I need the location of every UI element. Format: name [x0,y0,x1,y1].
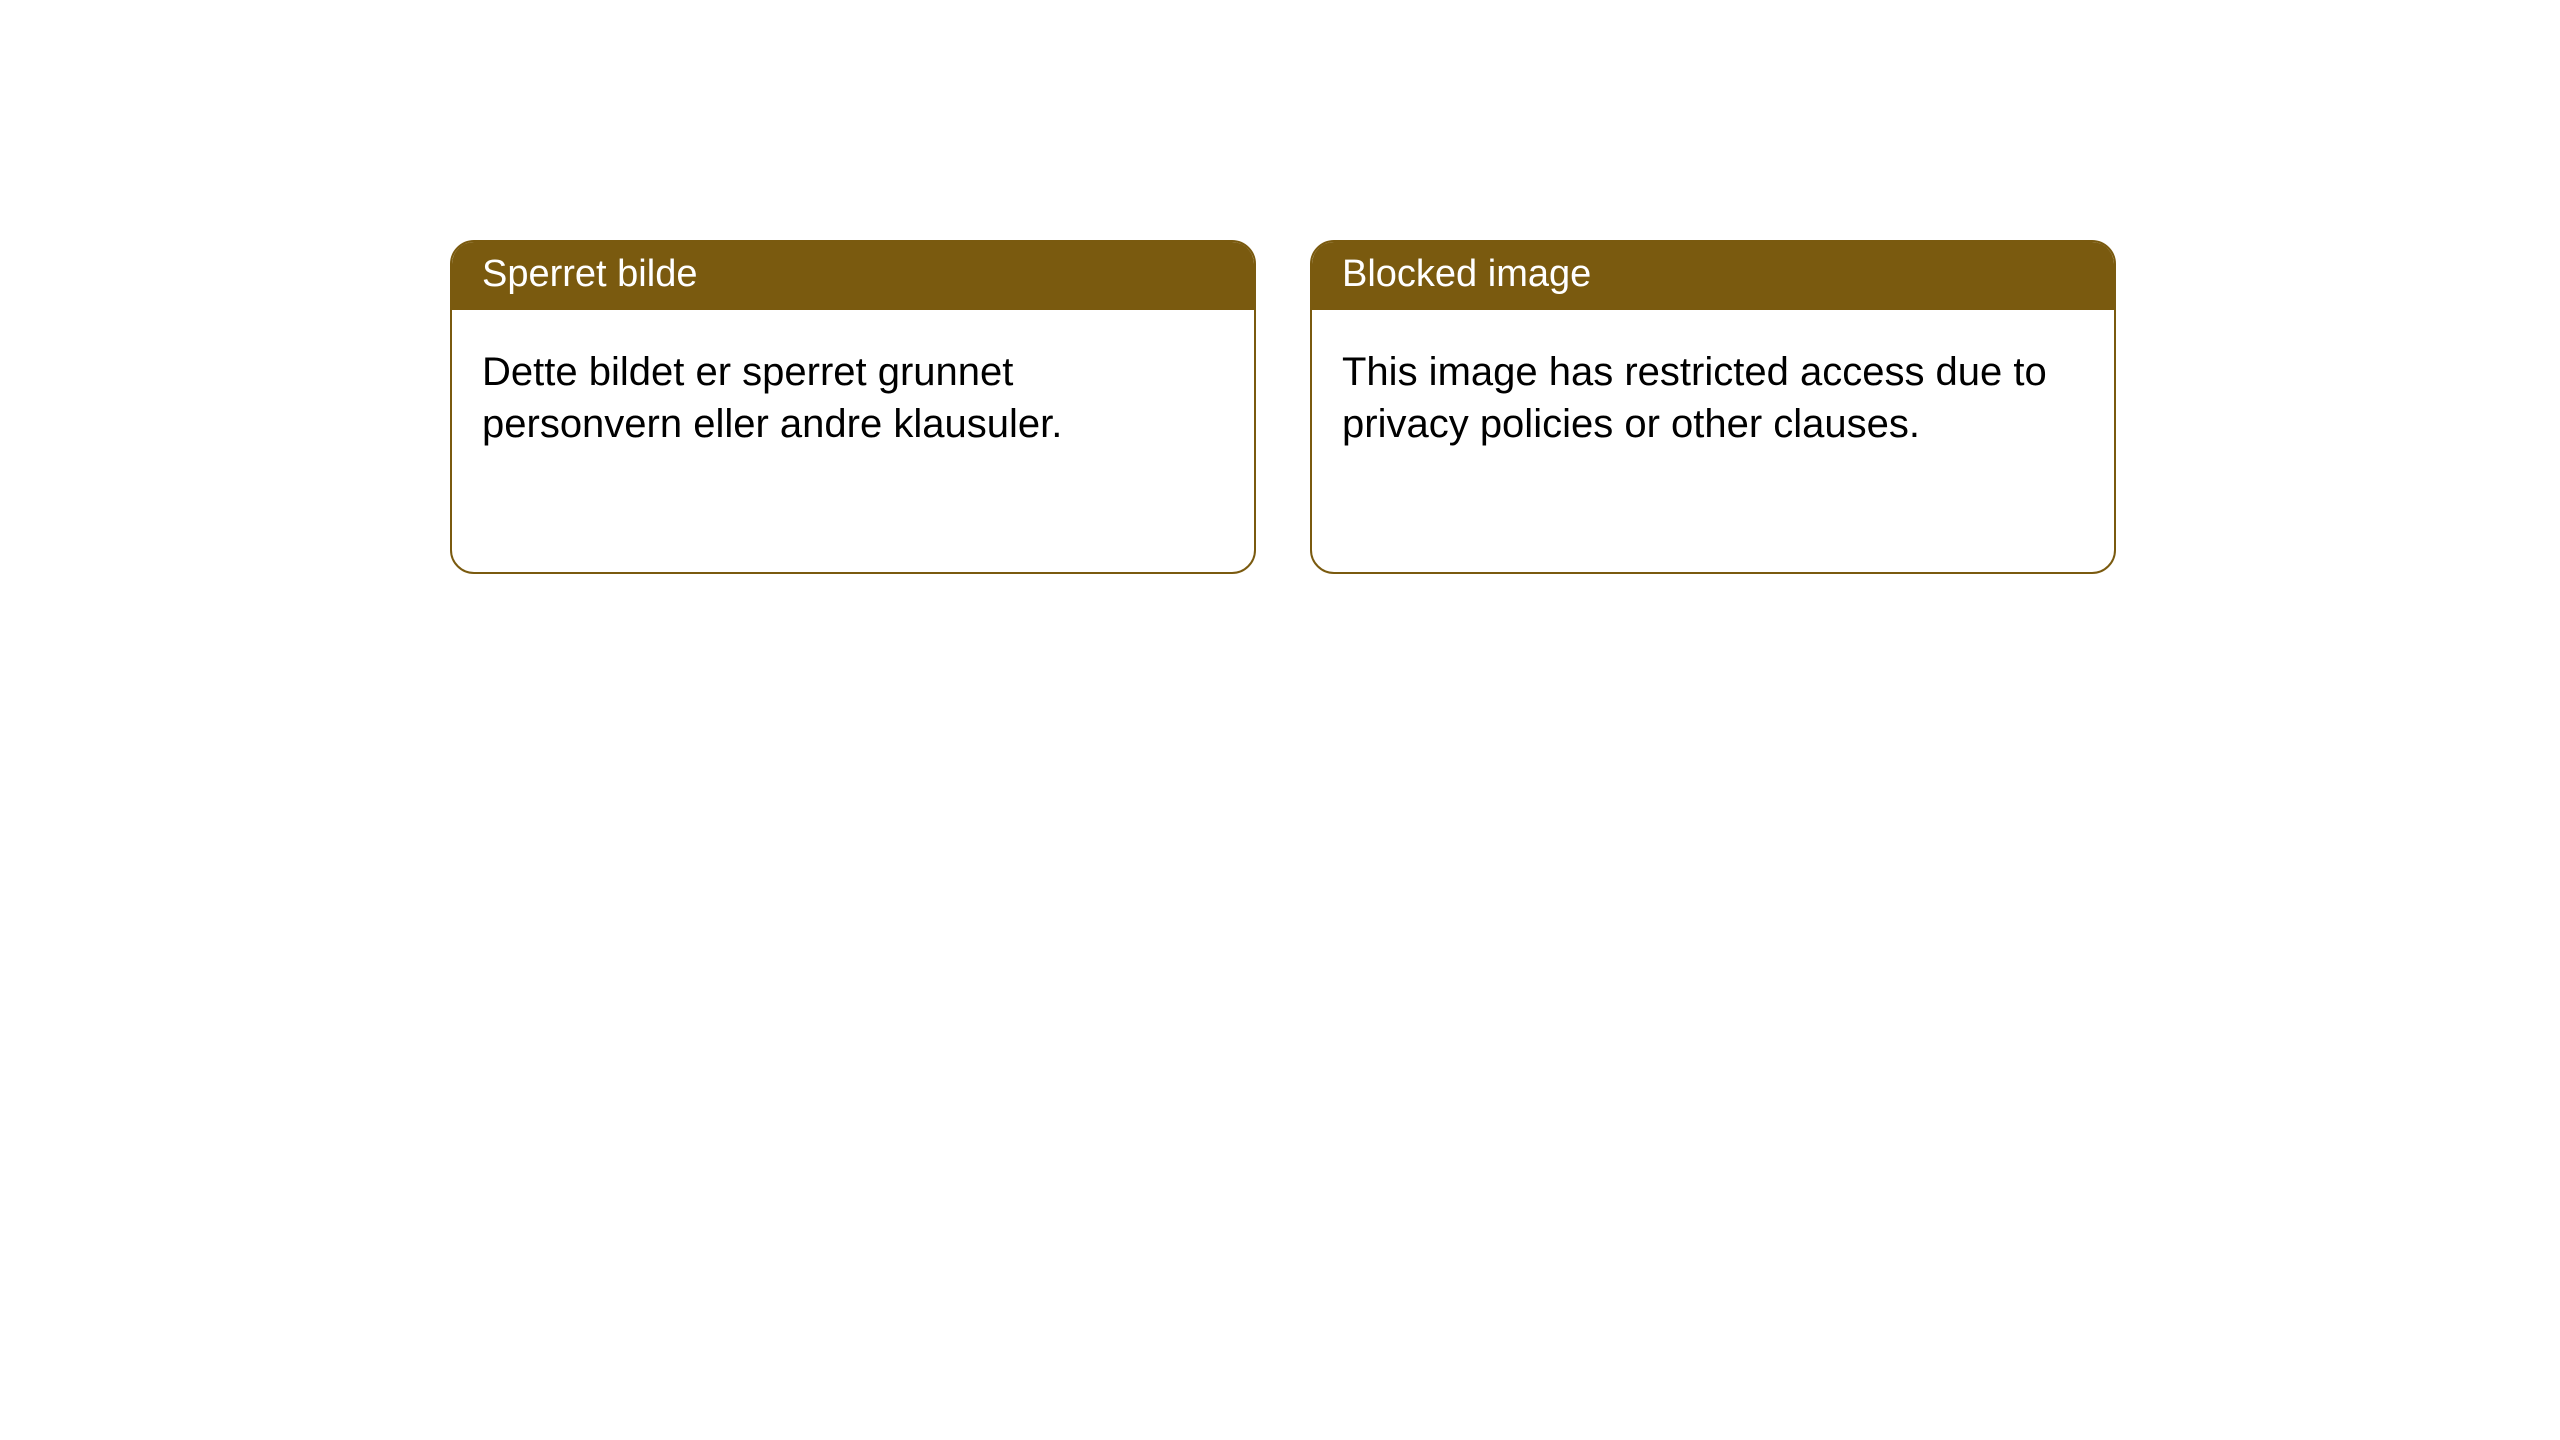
notice-body: Dette bildet er sperret grunnet personve… [452,310,1254,486]
notice-body: This image has restricted access due to … [1312,310,2114,486]
notice-card-english: Blocked image This image has restricted … [1310,240,2116,574]
notice-card-norwegian: Sperret bilde Dette bildet er sperret gr… [450,240,1256,574]
notice-title: Blocked image [1312,242,2114,310]
notice-title: Sperret bilde [452,242,1254,310]
notice-container: Sperret bilde Dette bildet er sperret gr… [0,0,2560,574]
